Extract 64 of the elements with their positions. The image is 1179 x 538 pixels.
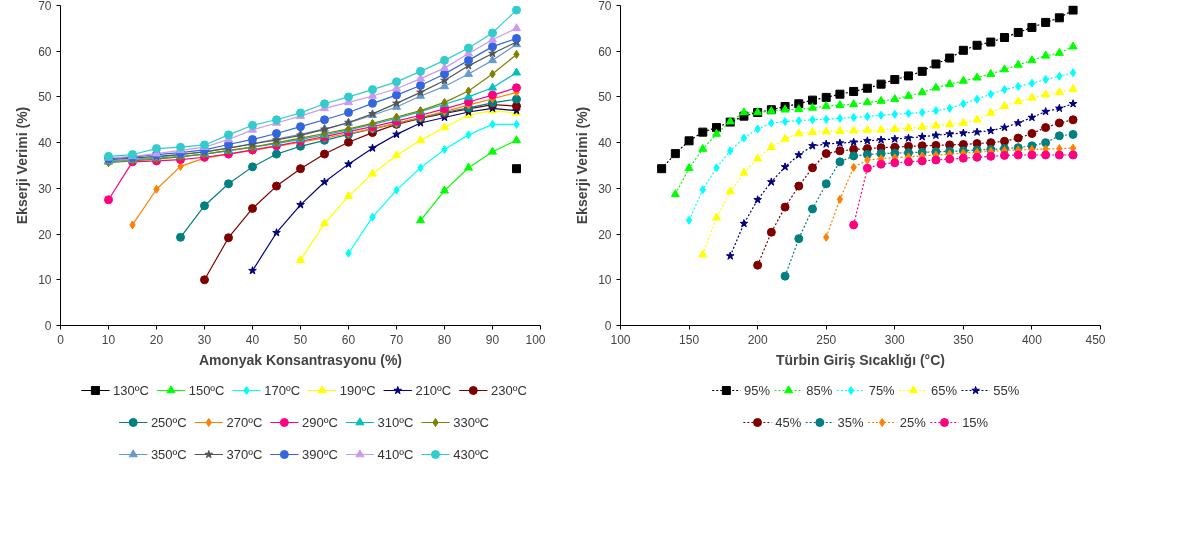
x-tick-label: 10 [101, 332, 116, 347]
x-tick-label: 20 [149, 332, 164, 347]
x-tick-label: 400 [1021, 332, 1043, 347]
legend-label: 270ºC [226, 415, 263, 430]
legend-label: 25% [899, 415, 927, 430]
x-tick-label: 90 [485, 332, 500, 347]
y-tick-label: 50 [38, 90, 52, 105]
y-tick-label: 50 [598, 90, 612, 105]
legend-label: 45% [775, 415, 802, 430]
legend-label: 95% [744, 383, 771, 398]
x-axis-title: Amonyak Konsantrasyonu (%) [198, 351, 403, 368]
x-tick-label: 100 [610, 332, 631, 347]
x-tick-label: 150 [679, 332, 700, 347]
legend-label: 310ºC [377, 415, 414, 430]
legend-label: 350ºC [150, 447, 187, 462]
y-tick-label: 40 [38, 136, 52, 151]
x-tick-label: 70 [389, 332, 404, 347]
x-axis-title: Türbin Giriş Sıcaklığı (°C) [776, 351, 945, 368]
legend-label: 190ºC [339, 383, 376, 398]
y-tick-label: 20 [598, 227, 612, 242]
legend-label: 170ºC [264, 383, 301, 398]
y-tick-label: 30 [38, 181, 52, 196]
y-tick-label: 60 [38, 44, 52, 59]
legend-label: 390ºC [302, 447, 338, 462]
y-tick-label: 0 [604, 319, 612, 333]
y-tick-label: 20 [38, 227, 52, 242]
x-tick-label: 40 [245, 332, 260, 347]
y-tick-label: 40 [598, 136, 612, 151]
legend-label: 15% [962, 415, 989, 430]
legend-label: 55% [993, 383, 1020, 398]
x-tick-label: 250 [816, 332, 837, 347]
x-tick-label: 0 [57, 332, 65, 347]
x-tick-label: 100 [525, 332, 546, 347]
legend-label: 35% [837, 415, 864, 430]
x-tick-label: 50 [293, 332, 308, 347]
legend-label: 430ºC [453, 447, 490, 462]
x-tick-label: 60 [341, 332, 356, 347]
legend-label: 130ºC [113, 383, 149, 398]
x-tick-label: 350 [953, 332, 974, 347]
y-tick-label: 70 [38, 0, 52, 13]
y-tick-label: 30 [598, 181, 612, 196]
x-tick-label: 30 [197, 332, 212, 347]
legend-label: 85% [806, 383, 833, 398]
y-tick-label: 70 [598, 0, 612, 13]
y-tick-label: 0 [44, 319, 52, 333]
y-tick-label: 60 [598, 44, 612, 59]
legend-label: 370ºC [226, 447, 263, 462]
y-tick-label: 10 [598, 273, 612, 288]
legend-label: 330ºC [453, 415, 490, 430]
x-tick-label: 300 [884, 332, 906, 347]
y-tick-label: 10 [38, 273, 52, 288]
legend-label: 290ºC [302, 415, 338, 430]
legend-label: 75% [868, 383, 896, 398]
y-axis-title: Ekserji Verimi (%) [14, 106, 31, 225]
legend-label: 150ºC [188, 383, 225, 398]
legend-label: 210ºC [415, 383, 452, 398]
legend-label: 65% [930, 383, 958, 398]
y-axis-title: Ekserji Verimi (%) [574, 106, 591, 225]
legend-label: 230ºC [490, 383, 527, 398]
x-tick-label: 80 [437, 332, 452, 347]
x-tick-label: 200 [747, 332, 768, 347]
legend-label: 410ºC [377, 447, 414, 462]
x-tick-label: 450 [1085, 332, 1106, 347]
legend-label: 250ºC [150, 415, 187, 430]
